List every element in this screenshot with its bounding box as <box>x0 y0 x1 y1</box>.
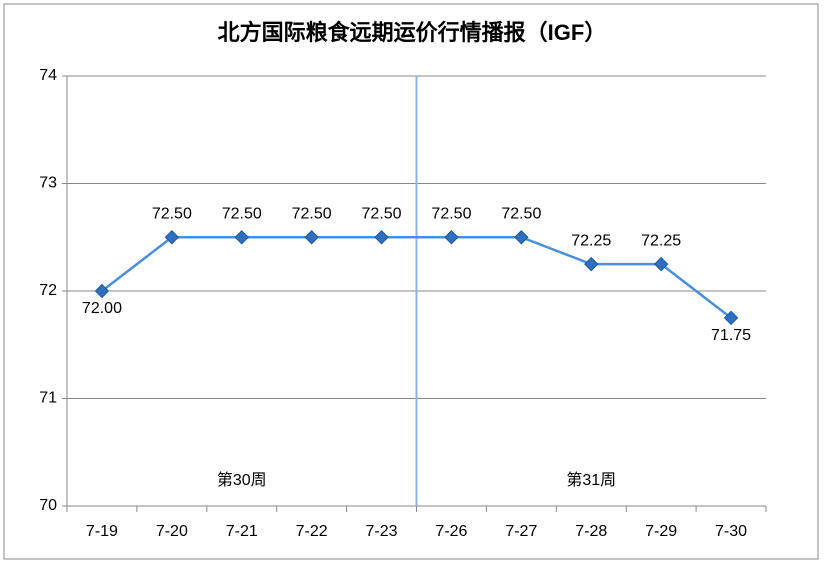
value-label: 72.50 <box>152 205 192 222</box>
y-tick-label: 74 <box>39 67 57 84</box>
x-tick-label: 7-21 <box>226 523 258 540</box>
x-tick-label: 7-26 <box>435 523 467 540</box>
point-marker <box>164 230 180 245</box>
point-marker <box>94 283 110 299</box>
x-tick-label: 7-23 <box>366 523 398 540</box>
value-label: 72.50 <box>501 205 541 222</box>
week-label: 第31周 <box>566 471 616 489</box>
value-label: 72.50 <box>292 205 332 222</box>
value-label: 72.25 <box>571 232 611 249</box>
value-label: 72.50 <box>431 205 471 222</box>
x-tick-label: 7-22 <box>296 523 328 540</box>
point-marker <box>234 230 249 245</box>
value-label: 72.00 <box>82 300 122 317</box>
y-tick-label: 73 <box>39 175 57 192</box>
point-marker <box>374 230 389 245</box>
value-label: 72.50 <box>222 205 262 222</box>
chart-border <box>3 3 819 560</box>
x-tick-label: 7-20 <box>156 523 188 540</box>
x-tick-label: 7-29 <box>645 523 677 540</box>
chart-title: 北方国际粮食远期运价行情播报（IGF） <box>218 20 607 45</box>
y-tick-label: 72 <box>39 282 57 299</box>
x-tick-label: 7-30 <box>715 523 747 540</box>
x-tick-label: 7-19 <box>86 523 118 540</box>
week-label: 第30周 <box>217 471 267 489</box>
series-line <box>101 236 732 319</box>
point-marker <box>444 230 459 245</box>
point-marker <box>653 256 669 272</box>
value-label: 72.25 <box>641 232 681 249</box>
x-tick-label: 7-27 <box>505 523 537 540</box>
value-label: 72.50 <box>362 205 402 222</box>
value-label: 71.75 <box>711 327 751 344</box>
y-tick-label: 71 <box>39 390 57 407</box>
point-marker <box>514 230 529 245</box>
x-tick-label: 7-28 <box>575 523 607 540</box>
point-marker <box>584 256 599 272</box>
point-marker <box>304 230 319 245</box>
y-tick-label: 70 <box>39 497 57 514</box>
point-marker <box>723 310 739 326</box>
